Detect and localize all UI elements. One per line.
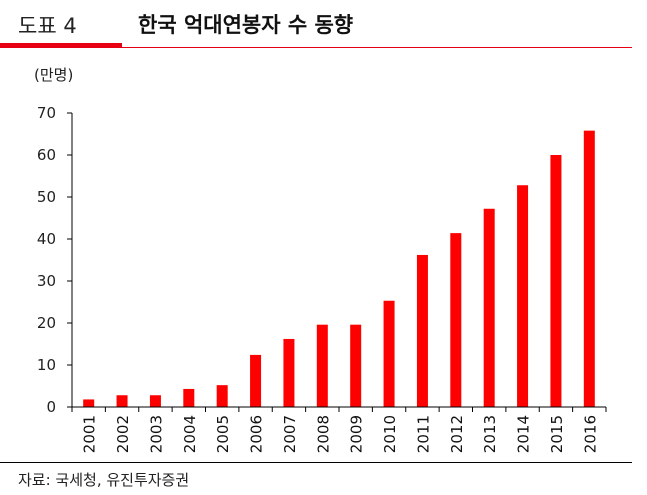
bar-2001 — [83, 399, 95, 407]
bar-2010 — [383, 300, 395, 407]
source-note: 자료: 국세청, 유진투자증권 — [18, 471, 190, 489]
title-divider — [0, 47, 632, 48]
x-tick-label-2005: 2005 — [214, 415, 232, 453]
source-divider — [0, 462, 632, 463]
bar-2012 — [450, 233, 462, 407]
x-tick-label-2015: 2015 — [548, 415, 566, 453]
y-tick-label: 50 — [37, 188, 56, 206]
x-tick-label-2002: 2002 — [114, 415, 132, 453]
bar-2015 — [550, 155, 562, 407]
y-tick-label: 60 — [37, 146, 56, 164]
x-tick-label-2007: 2007 — [281, 415, 299, 453]
x-axis: 2001 2002 2003 2004 2005 2006 2007 2008 2009 2010… — [71, 406, 607, 453]
x-tick-label-2013: 2013 — [481, 415, 499, 453]
y-axis: 0 10 20 30 40 50 60 70 — [37, 104, 73, 416]
bars — [83, 130, 595, 407]
bar-2013 — [483, 208, 495, 407]
x-tick-label-2010: 2010 — [381, 415, 399, 453]
x-tick-label-2008: 2008 — [314, 415, 332, 453]
y-unit-label: (만명) — [34, 66, 74, 84]
figure-label: 도표 4 — [18, 14, 77, 38]
bar-chart: 0 10 20 30 40 50 60 70 2001 2002 2003 2004 2005 2006… — [37, 104, 607, 453]
bar-2003 — [149, 395, 161, 407]
x-tick-label-2011: 2011 — [414, 415, 432, 453]
bar-2009 — [350, 324, 362, 407]
bar-2004 — [183, 388, 195, 407]
y-tick-label: 40 — [37, 230, 56, 248]
x-tick-label-2006: 2006 — [248, 415, 266, 453]
x-tick-label-2001: 2001 — [81, 415, 99, 453]
bar-2002 — [116, 395, 128, 407]
bar-2014 — [517, 185, 529, 407]
bar-2005 — [216, 385, 228, 407]
bar-2016 — [583, 130, 595, 407]
chart-title: 한국 억대연봉자 수 동향 — [138, 13, 354, 37]
x-tick-label-2004: 2004 — [181, 415, 199, 453]
x-tick-label-2014: 2014 — [515, 415, 533, 453]
x-tick-label-2003: 2003 — [147, 415, 165, 453]
y-tick-label: 0 — [46, 398, 56, 416]
y-tick-label: 70 — [37, 104, 56, 122]
bar-2011 — [416, 254, 428, 407]
x-tick-label-2009: 2009 — [348, 415, 366, 453]
bar-2007 — [283, 338, 295, 407]
x-tick-label-2012: 2012 — [448, 415, 466, 453]
x-tick-label-2016: 2016 — [581, 415, 599, 453]
bar-2006 — [250, 354, 262, 407]
y-tick-label: 20 — [37, 314, 56, 332]
bar-2008 — [316, 324, 328, 407]
y-tick-label: 10 — [37, 356, 56, 374]
y-tick-label: 30 — [37, 272, 56, 290]
title-accent-bar — [0, 43, 122, 48]
